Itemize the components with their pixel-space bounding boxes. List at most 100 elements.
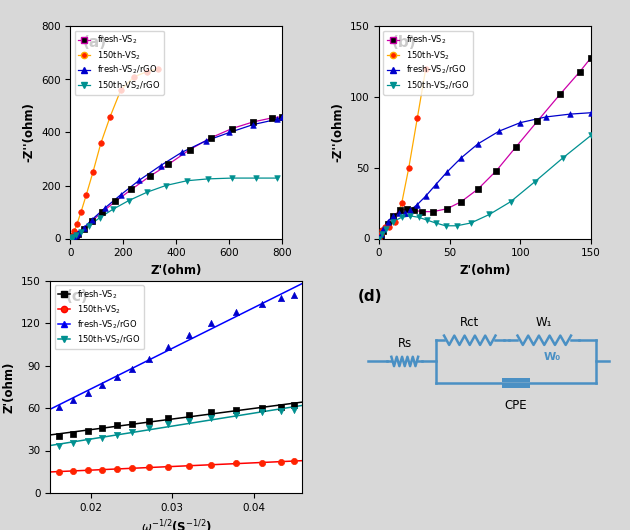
Point (494, 127, 504, 135)
Point (183, 417, 193, 425)
Point (266, 113, 277, 122)
Point (112, 431, 122, 439)
Point (206, 408, 216, 417)
Point (84, 222, 94, 230)
Text: Rct: Rct (460, 315, 479, 329)
Point (66, 234, 76, 243)
Point (66, 234, 76, 243)
Point (412, 114, 422, 122)
Point (586, 131, 596, 139)
Point (276, 294, 286, 302)
Point (430, 181, 440, 189)
Point (142, 188, 152, 197)
Point (116, 86, 126, 94)
Point (66, 234, 76, 242)
Point (388, 211, 398, 220)
Text: (c): (c) (66, 289, 88, 304)
Point (382, 220, 392, 228)
Point (558, 154, 568, 162)
Point (289, 291, 299, 299)
Point (231, 411, 241, 419)
Point (256, 408, 266, 417)
Point (421, 192, 431, 200)
Text: W₁: W₁ (536, 315, 553, 329)
Point (112, 421, 122, 429)
Point (98, 381, 108, 390)
Point (134, 176, 144, 184)
Point (384, 223, 394, 232)
Point (394, 209, 404, 217)
Point (182, 176, 192, 185)
Point (76, 208, 86, 216)
Point (73, 229, 83, 238)
Point (405, 206, 415, 215)
Point (83, 388, 93, 397)
Point (248, 118, 258, 126)
Point (256, 458, 266, 467)
Point (374, 234, 384, 243)
Point (374, 234, 384, 243)
Point (276, 457, 286, 466)
Point (73, 228, 83, 237)
Point (79, 225, 89, 233)
Point (272, 115, 282, 123)
Point (206, 461, 216, 469)
Point (395, 206, 405, 215)
Point (377, 230, 387, 239)
Point (374, 234, 384, 243)
Point (530, 178, 540, 186)
Point (54, 467, 64, 476)
Point (145, 172, 155, 180)
Point (505, 198, 515, 206)
Point (416, 207, 427, 216)
Point (123, 197, 134, 205)
Point (289, 457, 299, 465)
Point (422, 216, 432, 224)
Point (67, 233, 77, 242)
Point (100, 204, 110, 212)
Point (565, 110, 575, 118)
Point (203, 175, 213, 183)
Point (289, 401, 299, 410)
Point (442, 205, 452, 213)
Point (256, 299, 266, 308)
Point (277, 112, 287, 121)
Point (66, 232, 76, 241)
Point (68, 395, 78, 404)
Point (405, 211, 415, 220)
Point (227, 124, 237, 132)
Point (127, 419, 137, 428)
Point (183, 462, 193, 470)
Point (380, 223, 390, 232)
Point (116, 190, 126, 199)
Text: (b): (b) (392, 35, 416, 50)
Point (126, 185, 136, 193)
Point (440, 222, 450, 230)
Point (388, 217, 398, 226)
Point (200, 137, 210, 145)
Point (110, 197, 120, 206)
Point (163, 419, 173, 428)
Point (586, 109, 596, 117)
Point (142, 67, 152, 76)
Point (98, 434, 108, 442)
Point (176, 148, 186, 157)
Point (375, 230, 386, 239)
Point (163, 343, 173, 351)
Point (86, 217, 96, 226)
Point (69, 227, 79, 235)
Point (224, 128, 234, 137)
Point (66, 233, 76, 242)
Point (412, 200, 422, 209)
Point (428, 207, 438, 216)
Point (276, 407, 286, 415)
Point (67, 233, 77, 241)
Text: Rs: Rs (398, 337, 412, 350)
Point (127, 364, 137, 373)
Point (81, 190, 91, 199)
Point (430, 219, 440, 227)
Point (66, 234, 76, 243)
Point (511, 143, 521, 151)
Point (206, 134, 216, 142)
Point (183, 411, 193, 419)
